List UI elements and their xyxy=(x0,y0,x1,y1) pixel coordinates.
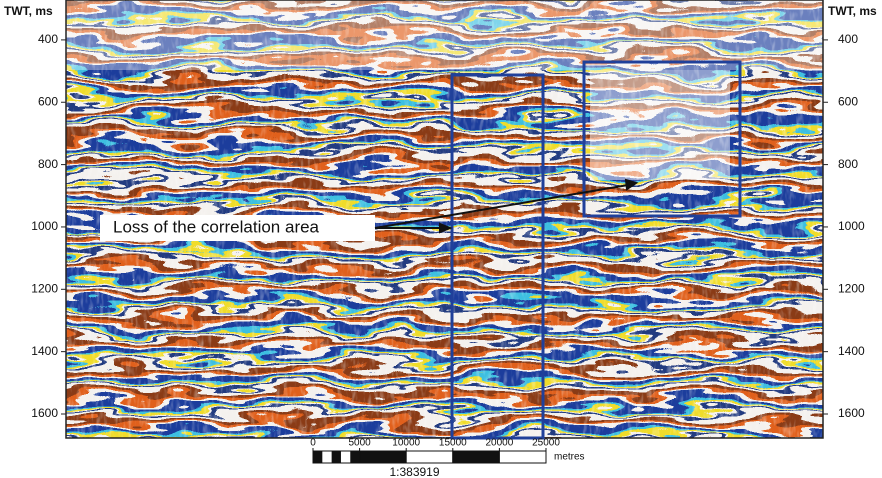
y-tick-label: 800 xyxy=(38,157,58,171)
y-tick-label: 1400 xyxy=(31,344,58,358)
y-axis-label: TWT, ms xyxy=(4,4,53,18)
scale-segment xyxy=(360,451,407,463)
figure: Loss of the correlation area TWT, ms TWT… xyxy=(0,0,882,478)
scale-unit: metres xyxy=(554,452,585,463)
y-tick-label: 600 xyxy=(838,94,858,108)
scale-label: 25000 xyxy=(532,438,560,449)
scale-segment xyxy=(406,451,453,463)
scale-segment xyxy=(332,451,341,463)
y-tick-label: 400 xyxy=(38,32,58,46)
scale-label: 5000 xyxy=(348,438,371,449)
scale-label: 10000 xyxy=(392,438,420,449)
y-tick-label: 1600 xyxy=(31,406,58,420)
scale-segment xyxy=(453,451,500,463)
y-tick-label: 400 xyxy=(838,32,858,46)
scale-label: 20000 xyxy=(485,438,513,449)
y-tick-label: 1400 xyxy=(838,344,865,358)
scale-label: 0 xyxy=(310,438,316,449)
y-axis-label: TWT, ms xyxy=(828,4,877,18)
y-tick-label: 1600 xyxy=(838,406,865,420)
scale-segment xyxy=(499,451,546,463)
scale-bar: 0 5000 10000 15000 20000 25000 metres 1:383919 xyxy=(310,438,584,478)
y-tick-label: 1200 xyxy=(31,281,58,295)
annotation: Loss of the correlation area xyxy=(113,217,320,236)
y-tick-label: 800 xyxy=(838,157,858,171)
scale-ratio: 1:383919 xyxy=(389,465,439,478)
y-tick-label: 1200 xyxy=(838,281,865,295)
y-tick-label: 1000 xyxy=(31,219,58,233)
scale-label: 15000 xyxy=(439,438,467,449)
y-tick-label: 1000 xyxy=(838,219,865,233)
y-tick-label: 600 xyxy=(38,94,58,108)
page: Loss of the correlation area TWT, ms TWT… xyxy=(0,0,882,478)
scale-segment xyxy=(350,451,359,463)
scale-segment xyxy=(313,451,322,463)
